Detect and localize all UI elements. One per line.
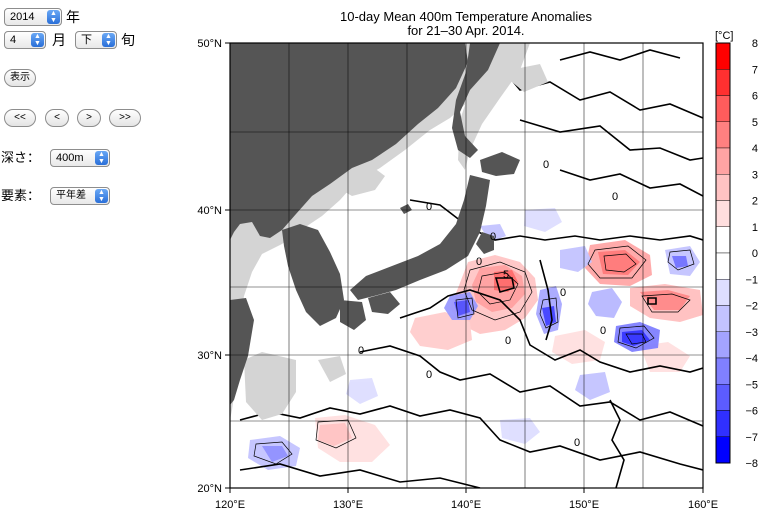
month-value: 4 [10, 34, 17, 46]
chevron-updown-icon: ▲ ▼ [31, 33, 44, 47]
axis-ticks [225, 42, 704, 493]
y-tick-label: 40°N [197, 205, 222, 217]
colorbar-cell [715, 331, 731, 359]
colorbar-cell [715, 305, 731, 332]
colorbar-cell [715, 410, 731, 437]
contour-label: 0 [490, 231, 496, 243]
colorbar-tick-label: −8 [745, 458, 758, 470]
chart-subtitle: for 21–30 Apr. 2014. [407, 23, 525, 38]
contour-label: 0 [426, 369, 432, 381]
colorbar-tick-label: −2 [745, 301, 758, 313]
colorbar-tick-label: −3 [745, 327, 758, 339]
y-tick-label: 30°N [197, 350, 222, 362]
contour-label: 0 [574, 437, 580, 449]
x-tick-label: 130°E [333, 499, 363, 511]
colorbar-tick-label: 4 [752, 143, 758, 155]
colorbar-cell [715, 357, 731, 385]
colorbar-tick-label: −5 [745, 379, 758, 391]
contour-label: 0 [358, 345, 364, 357]
chart-title: 10-day Mean 400m Temperature Anomalies [340, 9, 592, 24]
nav-first-button[interactable]: << [4, 109, 36, 127]
contour-label: 0 [543, 159, 549, 171]
x-tick-label: 120°E [215, 499, 245, 511]
nav-prev-button[interactable]: < [45, 109, 69, 127]
dekad-select[interactable]: 下 ▲ ▼ [75, 31, 117, 49]
colorbar-cell [715, 384, 731, 411]
colorbar-cell [715, 174, 731, 201]
colorbar-tick-label: −1 [745, 274, 758, 286]
colorbar-cell [715, 121, 731, 149]
graticule [230, 43, 703, 488]
colorbar-cell [715, 436, 731, 464]
colorbar-cell [715, 69, 731, 96]
contour-lines-thin [253, 245, 695, 465]
x-tick-label: 160°E [688, 499, 718, 511]
contour-label: 0 [560, 287, 566, 299]
nav-last-button[interactable]: >> [109, 109, 141, 127]
colorbar-tick-label: 1 [752, 222, 758, 234]
colorbar-tick-label: 3 [752, 169, 758, 181]
contour-label: 0 [600, 325, 606, 337]
colorbar-cell [715, 226, 731, 254]
colorbar-cell [715, 42, 731, 70]
colorbar-unit: [°C] [715, 30, 733, 42]
element-label: 要素： [1, 189, 41, 204]
colorbar-tick-label: 2 [752, 196, 758, 208]
depth-label: 深さ： [1, 151, 41, 166]
chevron-updown-icon: ▲ ▼ [47, 10, 60, 24]
show-button[interactable]: 表示 [4, 69, 36, 87]
land [230, 43, 520, 405]
chevron-updown-icon: ▲ ▼ [102, 33, 115, 47]
y-tick-label: 50°N [197, 38, 222, 50]
year-select[interactable]: 2014 ▲ ▼ [4, 8, 62, 26]
contour-label: 0 [426, 201, 432, 213]
x-tick-label: 150°E [569, 499, 599, 511]
element-select[interactable]: 平年差 ▲ ▼ [50, 187, 110, 205]
element-value: 平年差 [56, 190, 86, 201]
colorbar-tick-label: 6 [752, 91, 758, 103]
nav-next-button[interactable]: > [77, 109, 101, 127]
month-select[interactable]: 4 ▲ ▼ [4, 31, 46, 49]
colorbar-cell [715, 95, 731, 122]
dekad-unit-label: 旬 [121, 33, 135, 49]
colorbar-cell [715, 279, 731, 306]
chevron-updown-icon: ▲ ▼ [95, 189, 108, 203]
colorbar-cell [715, 200, 731, 227]
colorbar-tick-label: 7 [752, 64, 758, 76]
contour-label: 5 [503, 269, 509, 281]
colorbar-tick-label: 5 [752, 117, 758, 129]
colorbar-cell [715, 147, 731, 175]
contour-label: 0 [476, 256, 482, 268]
depth-value: 400m [56, 152, 84, 164]
colorbar-cell [715, 252, 731, 280]
colorbar-tick-label: −7 [745, 432, 758, 444]
colorbar-tick-label: −6 [745, 406, 758, 418]
chevron-updown-icon: ▲ ▼ [95, 151, 108, 165]
dekad-value: 下 [81, 34, 92, 46]
colorbar-tick-label: −4 [745, 353, 758, 365]
contour-label: 0 [612, 191, 618, 203]
y-tick-label: 20°N [197, 483, 222, 495]
year-unit-label: 年 [66, 10, 80, 26]
colorbar-tick-label: 0 [752, 248, 758, 260]
year-value: 2014 [10, 11, 35, 23]
x-tick-label: 140°E [451, 499, 481, 511]
month-unit-label: 月 [52, 33, 66, 49]
colorbar: [°C] 8 7 6 5 4 3 2 1 0 −1 −2 −3 −4 −5 −6 −7 −8 [715, 30, 758, 470]
colorbar-tick-label: 8 [752, 38, 758, 50]
contour-label: 0 [505, 335, 511, 347]
depth-select[interactable]: 400m ▲ ▼ [50, 149, 110, 167]
